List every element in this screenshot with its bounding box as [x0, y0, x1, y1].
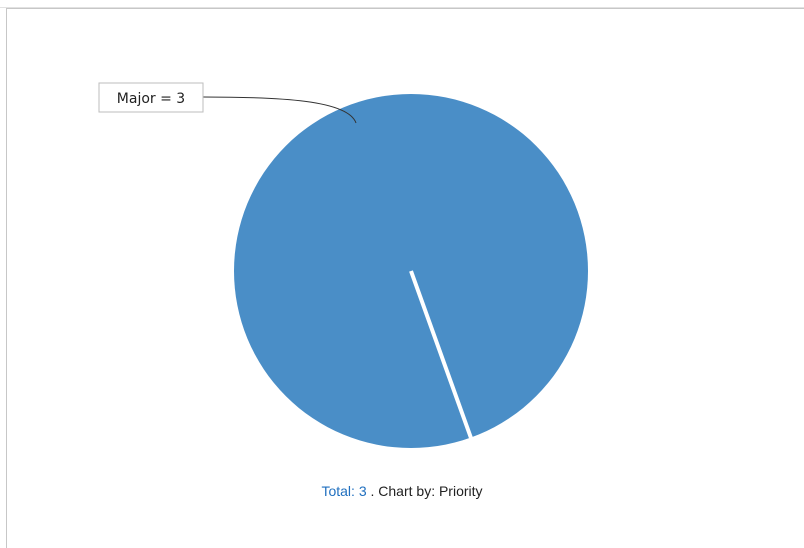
data-label-box — [98, 82, 204, 113]
chart-by-text: . Chart by: Priority — [370, 483, 483, 499]
data-label-major: Major = 3 — [117, 91, 185, 107]
total-label: Total: — [321, 483, 355, 499]
label-leader-line — [202, 96, 357, 124]
chart-frame — [6, 8, 804, 548]
pie-chart: Major = 3 — [98, 82, 588, 448]
slice-separator — [409, 270, 473, 439]
total-link[interactable]: Total: 3 — [321, 483, 366, 499]
total-value: 3 — [358, 483, 367, 499]
chart-footer: Total: 3 . Chart by: Priority — [0, 483, 804, 499]
top-border — [0, 0, 804, 8]
